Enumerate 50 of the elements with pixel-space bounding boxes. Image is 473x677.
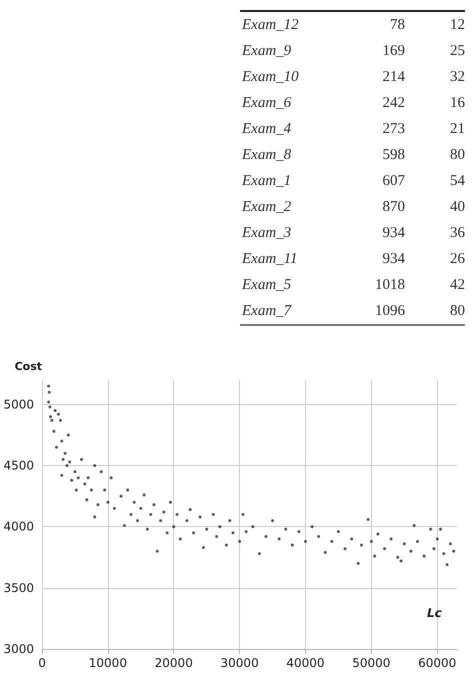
y-tick-label: 3000 <box>3 642 34 656</box>
data-label: 26 <box>449 250 465 268</box>
data-label: 78 <box>389 16 405 34</box>
data-label: 1018 <box>374 276 405 294</box>
y-tick-label: 5000 <box>3 397 34 412</box>
data-label: 12 <box>449 16 465 34</box>
x-tick-label: 10000 <box>88 656 127 670</box>
data-label: 242 <box>382 94 405 112</box>
data-label: 1096 <box>374 302 405 320</box>
data-label: 21 <box>449 120 465 138</box>
x-tick-label: 60000 <box>418 656 456 670</box>
data-label: 214 <box>382 68 405 86</box>
x-tick-label: 40000 <box>286 656 325 670</box>
data-label: 80 <box>449 302 465 320</box>
x-tick-label: 0 <box>38 656 46 670</box>
data-label: 36 <box>449 224 465 242</box>
data-label: 40 <box>449 198 465 216</box>
category-label: Exam_10 <box>240 68 300 86</box>
category-label: Exam_8 <box>240 146 292 164</box>
y-tick-label: 3500 <box>3 580 34 595</box>
data-label: 42 <box>449 276 465 294</box>
category-label: Exam_11 <box>240 250 299 268</box>
x-tick-label: 30000 <box>220 656 259 670</box>
x-tick-label: 20000 <box>154 656 193 670</box>
x-tick-label: 50000 <box>352 656 390 670</box>
category-label: Exam_5 <box>240 276 292 294</box>
data-label: 54 <box>449 172 465 190</box>
category-label: Exam_7 <box>240 302 293 320</box>
data-label: 598 <box>382 146 405 164</box>
y-tick-label: 4500 <box>3 458 34 473</box>
y-tick-label: 4000 <box>3 520 34 534</box>
category-label: Exam_12 <box>240 16 300 34</box>
category-label: Exam_4 <box>240 120 292 138</box>
category-label: Exam_3 <box>240 224 292 242</box>
data-label: 273 <box>382 120 405 138</box>
y-axis-title: Cost <box>14 360 42 373</box>
category-label: Exam_6 <box>240 94 292 112</box>
data-label: 80 <box>449 146 465 164</box>
data-label: 607 <box>382 172 405 190</box>
category-label: Exam_1 <box>240 172 292 190</box>
data-label: 870 <box>382 198 405 216</box>
data-label: 25 <box>449 42 465 60</box>
data-label: 169 <box>382 42 405 60</box>
category-label: Exam_9 <box>240 42 292 60</box>
data-label: 934 <box>382 250 405 268</box>
category-label: Exam_2 <box>240 198 292 216</box>
data-label: 16 <box>449 94 465 112</box>
data-label: 934 <box>382 224 405 242</box>
x-axis-title: Lc <box>427 606 442 620</box>
data-label: 32 <box>449 68 465 86</box>
